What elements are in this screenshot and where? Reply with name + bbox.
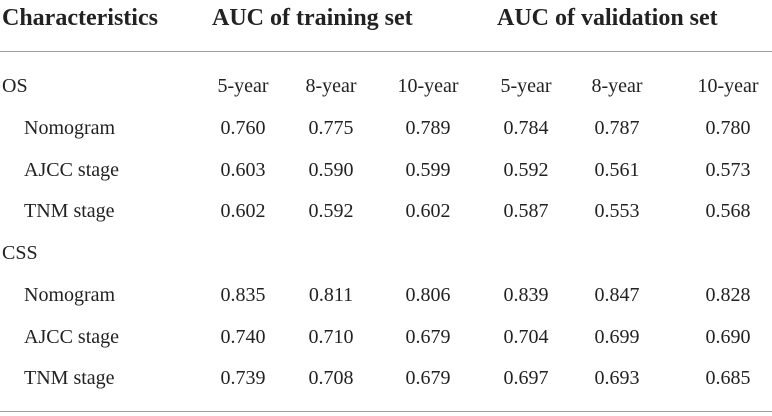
table-cell: 0.573: [705, 159, 751, 181]
year-label: 5-year: [500, 75, 552, 97]
table-cell: 0.603: [220, 159, 266, 181]
table-cell: 0.710: [308, 326, 354, 348]
table-cell: 0.699: [594, 326, 640, 348]
row-label: Nomogram: [24, 117, 116, 139]
table-cell: 0.760: [220, 117, 266, 139]
table-cell: 0.780: [705, 117, 751, 139]
table-cell: 0.602: [405, 200, 451, 222]
table-cell: 0.811: [308, 284, 354, 306]
row-label: AJCC stage: [24, 159, 119, 181]
row-label: TNM stage: [24, 200, 115, 222]
table-cell: 0.602: [220, 200, 266, 222]
table-row: TNM stage 0.602 0.592 0.602 0.587 0.553 …: [0, 196, 772, 226]
header-characteristics: Characteristics: [2, 5, 158, 31]
top-rule: [0, 51, 772, 52]
table-cell: 0.685: [705, 367, 751, 389]
section-row-os: OS 5-year 8-year 10-year 5-year 8-year 1…: [0, 71, 772, 101]
header-training-set: AUC of training set: [212, 5, 413, 31]
table-cell: 0.839: [503, 284, 549, 306]
table-cell: 0.592: [308, 200, 354, 222]
table-cell: 0.693: [594, 367, 640, 389]
table-cell: 0.740: [220, 326, 266, 348]
table-cell: 0.847: [594, 284, 640, 306]
row-label: TNM stage: [24, 367, 115, 389]
table-cell: 0.587: [503, 200, 549, 222]
table-cell: 0.599: [405, 159, 451, 181]
table-row: AJCC stage 0.740 0.710 0.679 0.704 0.699…: [0, 322, 772, 352]
table-cell: 0.775: [308, 117, 354, 139]
year-label: 8-year: [591, 75, 643, 97]
table-cell: 0.568: [705, 200, 751, 222]
table-row: Nomogram 0.835 0.811 0.806 0.839 0.847 0…: [0, 280, 772, 310]
row-label: Nomogram: [24, 284, 116, 306]
section-row-css: CSS: [0, 238, 772, 268]
table-cell: 0.835: [220, 284, 266, 306]
table-cell: 0.787: [594, 117, 640, 139]
table-cell: 0.679: [405, 367, 451, 389]
table-cell: 0.553: [594, 200, 640, 222]
year-label: 10-year: [397, 75, 459, 97]
table-cell: 0.590: [308, 159, 354, 181]
table-cell: 0.739: [220, 367, 266, 389]
table-cell: 0.806: [405, 284, 451, 306]
table-cell: 0.784: [503, 117, 549, 139]
section-label-os: OS: [2, 75, 28, 97]
table-cell: 0.592: [503, 159, 549, 181]
table-cell: 0.704: [503, 326, 549, 348]
year-label: 8-year: [305, 75, 357, 97]
year-label: 10-year: [697, 75, 759, 97]
table-cell: 0.690: [705, 326, 751, 348]
row-label: AJCC stage: [24, 326, 119, 348]
bottom-rule: [0, 411, 772, 412]
table-row: TNM stage 0.739 0.708 0.679 0.697 0.693 …: [0, 363, 772, 393]
header-validation-set: AUC of validation set: [497, 5, 718, 31]
table-cell: 0.828: [705, 284, 751, 306]
year-label: 5-year: [217, 75, 269, 97]
table-cell: 0.708: [308, 367, 354, 389]
table-cell: 0.789: [405, 117, 451, 139]
table-cell: 0.561: [594, 159, 640, 181]
table-cell: 0.697: [503, 367, 549, 389]
table-row: AJCC stage 0.603 0.590 0.599 0.592 0.561…: [0, 155, 772, 185]
table-cell: 0.679: [405, 326, 451, 348]
table-row: Nomogram 0.760 0.775 0.789 0.784 0.787 0…: [0, 113, 772, 143]
section-label-css: CSS: [2, 242, 38, 264]
